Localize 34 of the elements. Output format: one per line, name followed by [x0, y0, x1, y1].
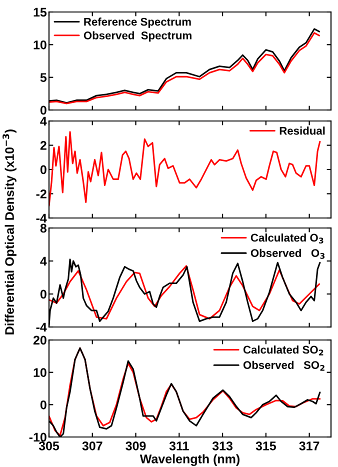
- y-tick-label: -10: [29, 432, 46, 442]
- legend-label: Calculated SO$_{2}$: [243, 345, 324, 356]
- y-tick-label: -4: [36, 214, 47, 223]
- x-tick-label: 307: [82, 441, 102, 450]
- x-axis-title: Wavelength (nm): [140, 454, 240, 466]
- y-axis-title: Differential Optical Density (x10$^{−3}$): [2, 130, 16, 334]
- x-tick-label: 311: [169, 441, 189, 450]
- y-tick-label: -4: [36, 322, 47, 332]
- x-tick-label: 317: [299, 441, 320, 450]
- y-tick-label: 10: [34, 368, 46, 377]
- legend-label: Reference Spectrum: [84, 18, 191, 28]
- line-series: [49, 265, 320, 320]
- legend-label: Calculated O$_{3}$: [250, 233, 324, 244]
- legend-label: Observed SO$_{2}$: [243, 360, 324, 371]
- y-tick-label: 20: [33, 336, 46, 345]
- x-tick-label: 313: [212, 441, 233, 450]
- y-tick-label: 5: [40, 73, 47, 82]
- y-tick-label: -2: [36, 190, 46, 198]
- y-tick-label: 0: [40, 290, 46, 299]
- y-tick-label: 4: [40, 116, 47, 126]
- y-tick-label: 10: [34, 40, 46, 50]
- legend-label: Observed O$_{3}$: [250, 248, 325, 259]
- y-tick-label: 0: [40, 165, 46, 174]
- y-tick-label: 8: [40, 224, 47, 233]
- x-tick-label: 305: [38, 441, 60, 450]
- y-tick-label: 0: [40, 400, 46, 410]
- legend-label: Residual: [280, 126, 325, 135]
- x-tick-label: 315: [256, 441, 276, 450]
- x-tick-label: 309: [126, 441, 146, 450]
- legend-label: Observed Spectrum: [84, 31, 192, 42]
- y-tick-label: 4: [40, 256, 47, 266]
- y-tick-label: 2: [40, 141, 46, 150]
- y-tick-label: 15: [34, 8, 47, 17]
- y-tick-label: 0: [40, 106, 46, 115]
